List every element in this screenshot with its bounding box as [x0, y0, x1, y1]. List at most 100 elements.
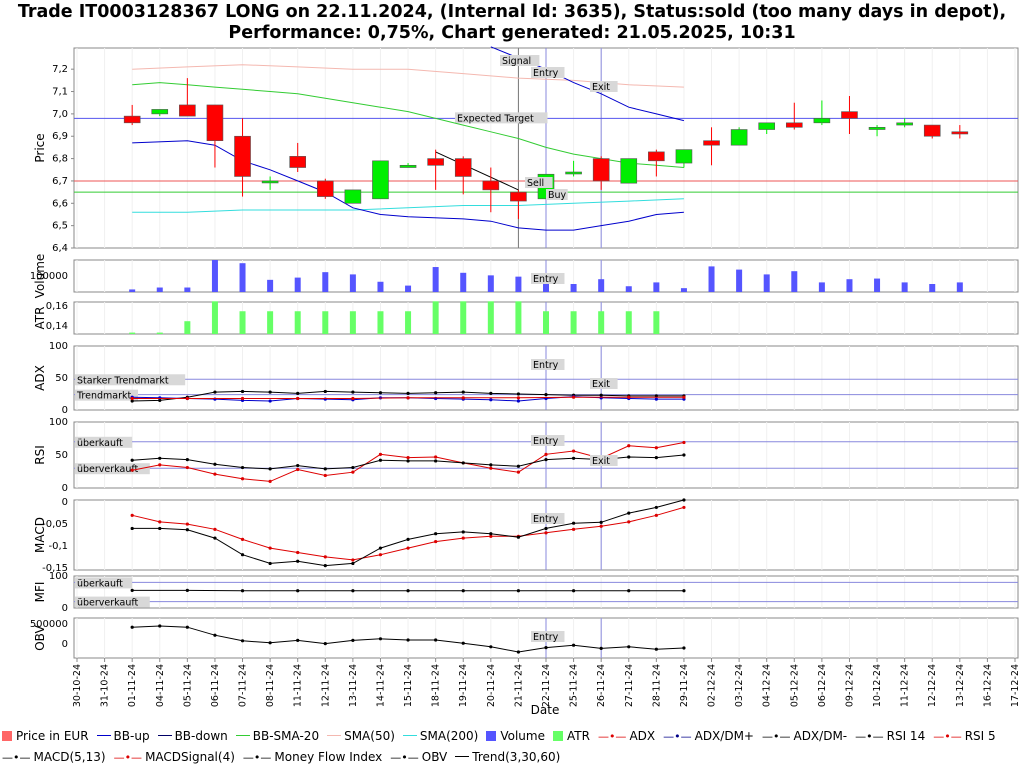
price-tick-label: 6,4 — [52, 243, 68, 254]
atr-bar — [322, 311, 329, 334]
adx-dm-plus-line-point — [406, 391, 410, 395]
macd-line-point — [544, 526, 548, 531]
obv-line-point — [351, 638, 355, 643]
x-axis-label: Date — [531, 703, 560, 717]
legend-marker: —•— — [597, 730, 627, 743]
x-tick-label: 29-11-24 — [679, 664, 690, 707]
volume-bar — [129, 289, 136, 292]
exit-annotation-bg — [590, 378, 618, 389]
legend-item: BB-up — [96, 726, 150, 746]
rsi14-line-point — [682, 453, 686, 457]
rsi5-line-point — [296, 467, 300, 472]
macd-signal-line-point — [296, 550, 300, 555]
legend-marker — [486, 731, 497, 741]
legend-marker — [235, 735, 250, 736]
x-tick-label: 07-11-24 — [238, 664, 249, 707]
x-tick-label: 31-10-24 — [100, 664, 111, 707]
reference-line-label: überkauft — [77, 438, 123, 449]
legend-marker — [552, 731, 563, 741]
obv-line-point — [378, 637, 383, 641]
indicator-axis-label: RSI — [33, 445, 47, 465]
legend-item: —•— ADX/DM- — [762, 726, 847, 747]
rsi14-line-point — [627, 455, 631, 459]
adx-line-point — [185, 396, 189, 401]
candle-body — [565, 171, 582, 175]
adx-dm-plus-line-point — [378, 391, 383, 395]
volume-bar — [929, 284, 936, 292]
entry-annotation: Entry — [533, 68, 559, 79]
legend-label: Money Flow Index — [274, 750, 383, 764]
macd-line-point — [682, 498, 686, 502]
macd-signal-line-point — [627, 520, 631, 524]
entry-annotation: Entry — [533, 360, 559, 371]
entry-annotation-bg — [531, 513, 565, 524]
macd-signal-line-point — [378, 553, 383, 557]
sell-annotation-bg — [525, 177, 553, 188]
stock-indicator-chart: Price 6,4 6,5 6,6 6,7 6,8 6,9 7,0 7,1 7,2 Expected… — [30, 46, 1021, 717]
legend-label: RSI 5 — [964, 729, 996, 743]
reference-line-label-bg — [75, 596, 150, 608]
bb-sma20-line — [132, 82, 684, 168]
rsi14-line-point — [378, 458, 383, 462]
x-tick-label: 25-11-24 — [569, 664, 580, 707]
adx-line-point — [682, 395, 686, 399]
atr-bar — [515, 301, 522, 334]
indicator-axis-label: OBV — [33, 624, 47, 650]
legend-label: ADX/DM- — [793, 729, 848, 743]
adx-dm-plus-line-point — [599, 393, 603, 397]
adx-dm-plus-line-point — [351, 390, 355, 394]
atr-bar — [129, 332, 136, 334]
rsi14-line-point — [406, 459, 410, 463]
indicator-tick-label: 100000 — [30, 271, 68, 282]
atr-bar — [653, 311, 660, 334]
price-tick-label: 6,5 — [52, 221, 68, 232]
rsi5-line-point — [268, 479, 272, 483]
legend-label: Volume — [500, 729, 545, 743]
macd-line-point — [268, 561, 272, 566]
atr-bar — [432, 301, 439, 334]
candle-body — [841, 111, 858, 119]
adx-dm-plus-line-point — [461, 390, 465, 394]
indicator-tick-label: 0 — [62, 497, 68, 508]
indicator-tick-label: 50 — [55, 373, 68, 384]
volume-bar — [156, 287, 163, 292]
x-tick-label: 14-11-24 — [375, 664, 386, 707]
legend-label: Trend(3,30,60) — [472, 750, 561, 764]
macd-line-point — [599, 520, 603, 524]
volume-bar — [653, 282, 660, 292]
candle-body — [758, 122, 776, 130]
mfi-line-point — [461, 589, 465, 593]
signal-annotation: Signal — [502, 56, 531, 67]
candle-body — [675, 149, 693, 164]
x-tick-label: 27-11-24 — [624, 664, 635, 707]
obv-line-point — [213, 633, 217, 637]
exit-annotation-bg — [590, 455, 618, 466]
legend-label: ATR — [566, 729, 590, 743]
entry-annotation-bg — [531, 631, 565, 642]
candle-body — [482, 180, 500, 191]
adx-dm-plus-line-point — [516, 392, 521, 396]
indicator-tick-label: 500000 — [30, 619, 68, 630]
atr-bar — [349, 311, 356, 334]
x-tick-label: 20-11-24 — [486, 664, 497, 707]
adx-line-point — [461, 396, 465, 400]
macd-signal-line-point — [406, 546, 410, 550]
legend-item: —•— OBV — [390, 747, 447, 768]
volume-bar — [377, 281, 384, 292]
macd-signal-line-point — [599, 524, 603, 528]
rsi5-line-point — [158, 463, 162, 467]
reference-line-label: überkauft — [77, 578, 123, 589]
obv-line-point — [461, 641, 465, 645]
volume-bar — [846, 279, 853, 292]
rsi14-line-point — [213, 462, 217, 466]
mfi-line-point — [296, 589, 300, 593]
reference-line-label-bg — [75, 577, 133, 589]
obv-line-point — [571, 643, 576, 647]
rsi14-line-point — [130, 458, 134, 462]
indicator-tick-label: 100 — [49, 417, 68, 428]
macd-signal-line-point — [461, 536, 465, 540]
reference-line-label: Starker Trendmarkt — [77, 375, 169, 386]
rsi5-line-point — [489, 466, 493, 470]
exit-annotation-bg — [590, 81, 618, 92]
adx-dm-minus-line-point — [516, 399, 521, 403]
